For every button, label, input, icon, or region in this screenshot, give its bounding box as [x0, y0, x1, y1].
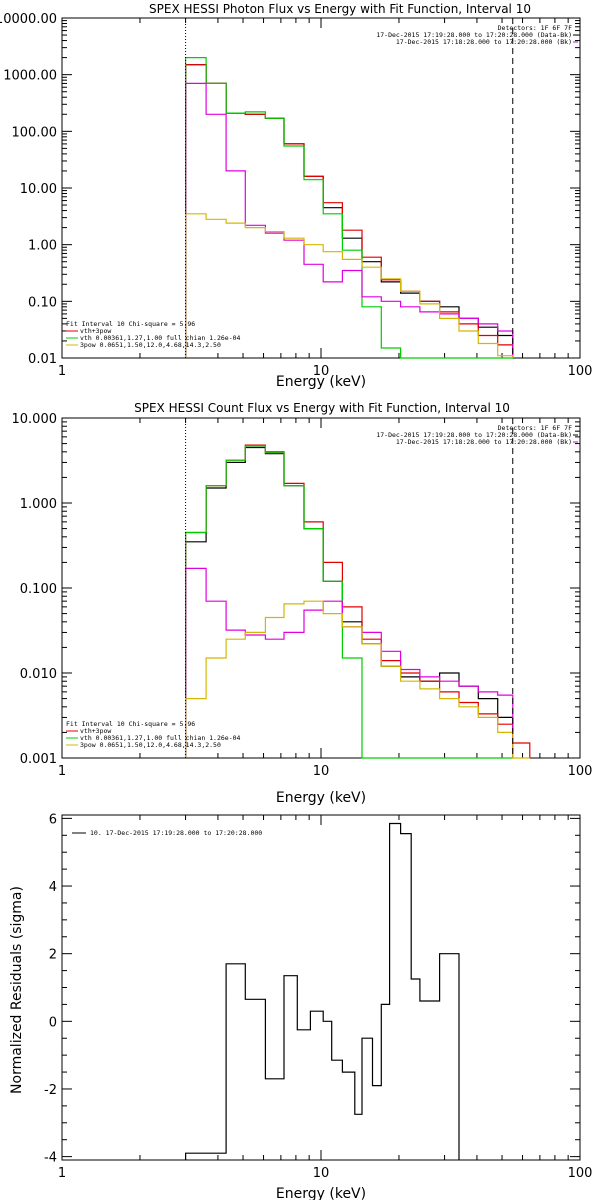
count-flux-y-ticks: 0.001 0.010 0.100 1.000 10.000	[12, 412, 580, 767]
count-flux-xlabel: Energy (keV)	[276, 790, 366, 806]
y-tick-label: 1.000	[20, 497, 57, 512]
y-tick-label: 10.000	[12, 412, 58, 427]
series-line-4	[185, 600, 530, 759]
x-tick-label: 1	[58, 1166, 66, 1181]
info-bottom-left-line: Fit Interval 10 Chi-square = 5.96	[66, 720, 195, 728]
series-line-2	[185, 445, 513, 759]
photon-flux-x-ticks: 1 10 100	[58, 18, 593, 379]
count-flux-vlines	[185, 418, 514, 758]
residuals-xlabel: Energy (keV)	[276, 1186, 366, 1200]
y-tick-label: -4	[44, 1151, 57, 1166]
x-tick-label: 100	[568, 1166, 593, 1181]
x-tick-label: 100	[568, 764, 593, 779]
info-bottom-left-line: vth 0.00361,1.27,1.00 full chian 1.26e-0…	[80, 334, 241, 342]
y-tick-label: 1.00	[28, 239, 57, 254]
series-line-0	[185, 446, 514, 758]
residuals-series	[185, 822, 460, 1160]
photon-flux-series	[185, 57, 514, 359]
y-tick-label: 0.010	[20, 667, 57, 682]
photon-flux-title: SPEX HESSI Photon Flux vs Energy with Fi…	[149, 2, 531, 16]
info-top-right-line: 17-Dec-2015 17:19:28.000 to 17:20:28.000…	[376, 431, 572, 439]
photon-flux-vlines	[185, 18, 514, 358]
series-line-0	[185, 64, 514, 358]
x-tick-label: 1	[58, 764, 66, 779]
series-line-3	[185, 82, 514, 358]
info-bottom-left-line: 3pow 0.0651,1.50,12.0,4.68,14.3,2.50	[80, 341, 221, 349]
count-flux-x-ticks: 1 10 100	[58, 418, 593, 779]
count-flux-series	[185, 444, 531, 759]
y-tick-label: 10000.00	[0, 12, 57, 27]
x-tick-label: 10	[313, 364, 330, 379]
photon-flux-panel: SPEX HESSI Photon Flux vs Energy with Fi…	[0, 2, 592, 390]
y-tick-label: 0.01	[28, 352, 57, 367]
info-top-right-line: Detectors: 1F 6F 7F	[498, 24, 572, 32]
x-tick-label: 10	[313, 764, 330, 779]
count-flux-panel: SPEX HESSI Count Flux vs Energy with Fit…	[12, 401, 593, 806]
info-bottom-left-line: vth+3pow	[80, 727, 111, 735]
info-bottom-left-line: vth+3pow	[80, 327, 111, 335]
x-tick-label: 100	[568, 364, 593, 379]
y-tick-label: 0.001	[20, 752, 57, 767]
residuals-panel: -4 -2 0 2 4 6 1 10 100 Normalized Residuals (si…	[9, 812, 592, 1200]
info-bottom-left-line: 3pow 0.0651,1.50,12.0,4.68,14.3,2.50	[80, 741, 221, 749]
y-tick-label: 0.10	[28, 295, 57, 310]
y-tick-label: 10.00	[20, 182, 57, 197]
series-line-3	[185, 567, 514, 758]
series-line-2	[185, 57, 513, 359]
photon-flux-y-ticks: 0.01 0.10 1.00 10.00 100.00 1000.00 10000.00	[0, 12, 580, 367]
series-line-0	[185, 822, 460, 1160]
info-top-right-line: 17-Dec-2015 17:18:28.000 to 17:20:28.000…	[396, 438, 572, 446]
info-bottom-left-line: vth 0.00361,1.27,1.00 full chian 1.26e-0…	[80, 734, 241, 742]
info-top-right-line: 17-Dec-2015 17:19:28.000 to 17:20:28.000…	[376, 31, 572, 39]
info-top-right-line: Detectors: 1F 6F 7F	[498, 424, 572, 432]
y-tick-label: 2	[49, 948, 57, 963]
x-tick-label: 10	[313, 1166, 330, 1181]
count-flux-info-bottom-left: Fit Interval 10 Chi-square = 5.96vth+3po…	[66, 720, 241, 749]
residuals-plot-frame	[61, 814, 581, 1161]
count-flux-plot-frame	[61, 417, 581, 759]
x-tick-label: 1	[58, 364, 66, 379]
y-tick-label: 1000.00	[3, 69, 57, 84]
photon-flux-xlabel: Energy (keV)	[276, 374, 366, 390]
series-line-1	[185, 64, 514, 358]
y-tick-label: 4	[49, 880, 57, 895]
residuals-x-ticks: 1 10 100	[58, 815, 593, 1181]
residuals-legend-text: 10. 17-Dec-2015 17:19:28.000 to 17:20:28…	[90, 829, 262, 837]
y-tick-label: 100.00	[12, 125, 58, 140]
series-line-4	[185, 213, 514, 358]
count-flux-title: SPEX HESSI Count Flux vs Energy with Fit…	[134, 401, 510, 415]
residuals-y-ticks: -4 -2 0 2 4 6	[44, 812, 580, 1166]
y-tick-label: 6	[49, 812, 57, 827]
y-tick-label: 0	[49, 1015, 57, 1030]
info-bottom-left-line: Fit Interval 10 Chi-square = 5.96	[66, 320, 195, 328]
y-tick-label: -2	[44, 1083, 57, 1098]
info-top-right-line: 17-Dec-2015 17:18:28.000 to 17:20:28.000…	[396, 38, 572, 46]
residuals-ylabel: Normalized Residuals (sigma)	[9, 886, 25, 1094]
photon-flux-info-bottom-left: Fit Interval 10 Chi-square = 5.96vth+3po…	[66, 320, 241, 349]
y-tick-label: 0.100	[20, 582, 57, 597]
photon-flux-plot-frame	[61, 17, 581, 359]
